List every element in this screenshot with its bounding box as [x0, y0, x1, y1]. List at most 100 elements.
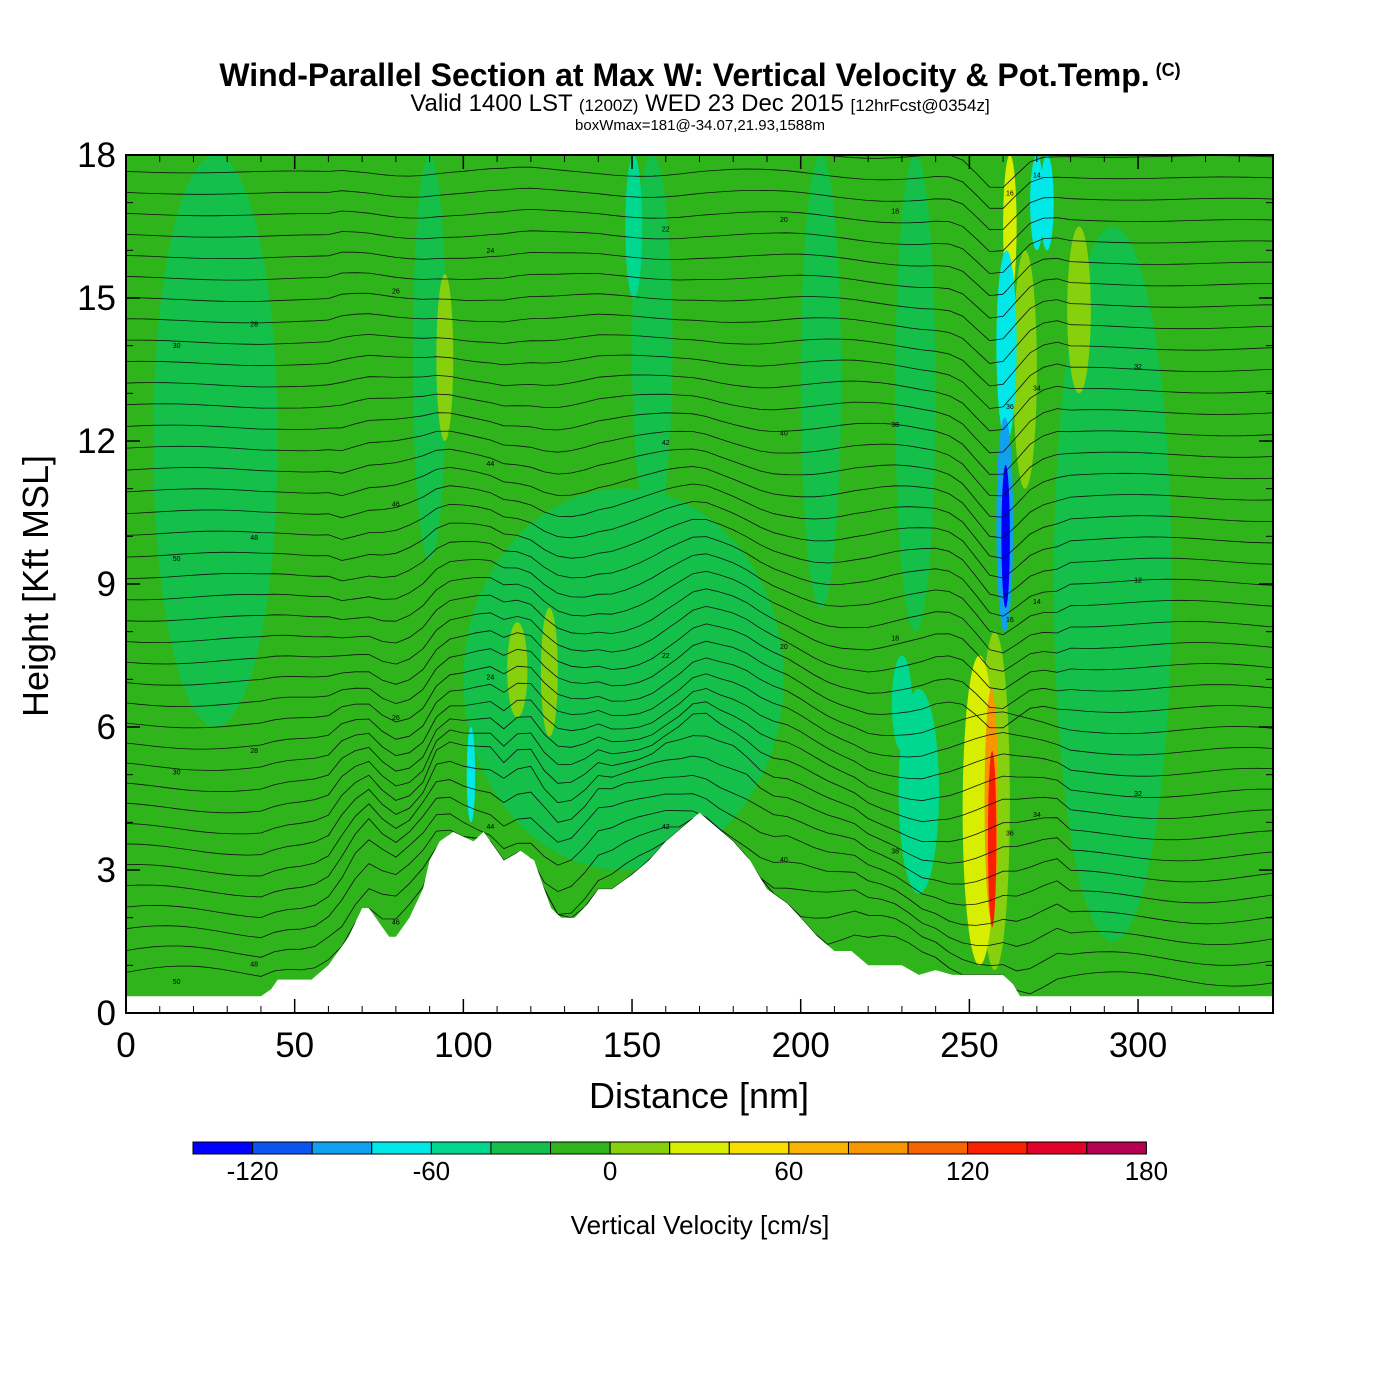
isentrope-label: 48 [250, 535, 258, 542]
isentrope-line [126, 536, 1273, 617]
w-region-down-patch-5 [625, 155, 643, 298]
colorbar-swatch [847, 1141, 909, 1155]
isentrope-label: 42 [662, 440, 670, 447]
chart-title-block: Wind-Parallel Section at Max W: Vertical… [0, 52, 1400, 133]
y-tick-label: 12 [77, 422, 116, 461]
isentrope-label: 28 [250, 748, 258, 755]
isentrope-label: 34 [1033, 386, 1041, 393]
isentrope-line [126, 712, 1273, 823]
w-region-down-core-blue [1001, 464, 1010, 608]
colorbar-swatch [788, 1141, 849, 1155]
isentrope-line [126, 570, 1273, 654]
isentrope-contours: 50 48 46 44 42 40 38 36 34 32 30 28 26 24 22 20 18 16 14 12… [126, 155, 1273, 995]
isentrope-line [126, 793, 1273, 906]
valid-date: WED 23 Dec 2015 [645, 90, 844, 117]
colorbar-swatch [252, 1141, 313, 1155]
colorbar-tick-label: 120 [946, 1156, 989, 1186]
y-tick-label: 6 [97, 708, 116, 747]
isentrope-label: 16 [1006, 617, 1014, 624]
isentrope-label: 30 [173, 770, 181, 777]
colorbar-tick-label: 0 [603, 1156, 617, 1186]
isentrope-line [126, 588, 1273, 672]
isentrope-line [126, 230, 1273, 274]
y-axis-label: Height [Kft MSL] [15, 455, 56, 717]
isentrope-label: 24 [486, 675, 494, 682]
isentrope-line [126, 374, 1273, 432]
y-tick-label: 9 [97, 565, 116, 604]
isentrope-label: 50 [173, 556, 181, 563]
isentrope-label: 46 [392, 502, 400, 509]
isentrope-line [126, 208, 1273, 252]
isentrope-line [126, 483, 1273, 559]
isentrope-line [126, 313, 1273, 364]
isentrope-label: 34 [1033, 812, 1041, 819]
isentrope-line [126, 272, 1273, 319]
isentrope-line [391, 155, 1273, 188]
terrain [126, 812, 1273, 1013]
w-region-up-stripe-3 [507, 622, 528, 718]
isentrope-label: 38 [891, 849, 899, 856]
isentrope-label: 32 [1134, 791, 1142, 798]
isentrope-line [126, 501, 1273, 579]
isentrope-label: 42 [662, 824, 670, 831]
isentrope-label: 40 [780, 430, 788, 437]
x-tick-label: 150 [603, 1026, 661, 1065]
x-tick-label: 200 [772, 1026, 830, 1065]
isentrope-line [126, 166, 1273, 209]
isentrope-line [126, 640, 1273, 729]
isentrope-line [126, 354, 1273, 409]
isentrope-line [126, 430, 1273, 497]
isentrope-line [126, 466, 1273, 539]
w-region-down-patch-4 [1040, 155, 1054, 251]
colorbar-swatch [1026, 1141, 1088, 1155]
isentrope-line [126, 187, 1273, 231]
colorbar-label: Vertical Velocity [cm/s] [571, 1210, 830, 1240]
isentrope-label: 24 [486, 248, 494, 255]
colorbar-swatch [430, 1141, 492, 1155]
isentrope-line [126, 755, 1273, 864]
colorbar-swatch [490, 1141, 552, 1155]
isentrope-line [126, 673, 1273, 758]
w-region-upper-stripe-b [632, 155, 673, 537]
isentrope-label: 22 [662, 227, 670, 234]
w-region-right-field [1053, 226, 1172, 942]
w-region-left-field [152, 155, 278, 727]
box-wmax-info: boxWmax=181@-34.07,21.93,1588m [575, 117, 825, 134]
isentrope-line [126, 251, 1273, 297]
isentrope-line [126, 774, 1273, 885]
w-region-down-patch-2 [891, 655, 913, 751]
chart-title: Wind-Parallel Section at Max W: Vertical… [0, 52, 1400, 93]
isentrope-label: 36 [1006, 404, 1014, 411]
isentrope-label: 18 [891, 635, 899, 642]
colorbar-swatch [1086, 1141, 1147, 1155]
w-region-down-patch-1 [898, 688, 940, 894]
y-tick-label: 18 [77, 136, 116, 175]
isentrope-label: 28 [250, 322, 258, 329]
isentrope-label: 14 [1033, 172, 1041, 179]
isentrope-label: 46 [392, 919, 400, 926]
isentrope-line [126, 553, 1273, 636]
chart-title-text: Wind-Parallel Section at Max W: Vertical… [219, 57, 1150, 93]
w-region-up-upper-green [1013, 250, 1037, 489]
isentrope-label: 18 [891, 209, 899, 216]
isentrope-line [126, 688, 1273, 780]
w-region-down-upper-edge [1030, 155, 1044, 251]
isentrope-label: 32 [1134, 364, 1142, 371]
y-tick-label: 3 [97, 851, 116, 890]
isentrope-line [126, 412, 1273, 475]
isentrope-label: 14 [1033, 599, 1041, 606]
isentrope-label: 30 [173, 343, 181, 350]
isentrope-label: 20 [780, 644, 788, 651]
velocity-shading [152, 155, 1172, 971]
colorbar-tick-label: -120 [227, 1156, 279, 1186]
w-region-down-patch-3 [466, 727, 476, 823]
isentrope-line [126, 333, 1273, 387]
isentrope-label: 12 [1134, 578, 1142, 585]
x-tick-label: 300 [1109, 1026, 1167, 1065]
w-region-up-stripe-2 [540, 607, 558, 737]
w-region-up-stripe-4 [1067, 226, 1091, 394]
colorbar-tick-label: 180 [1125, 1156, 1168, 1186]
w-region-up-band-red [987, 750, 997, 928]
